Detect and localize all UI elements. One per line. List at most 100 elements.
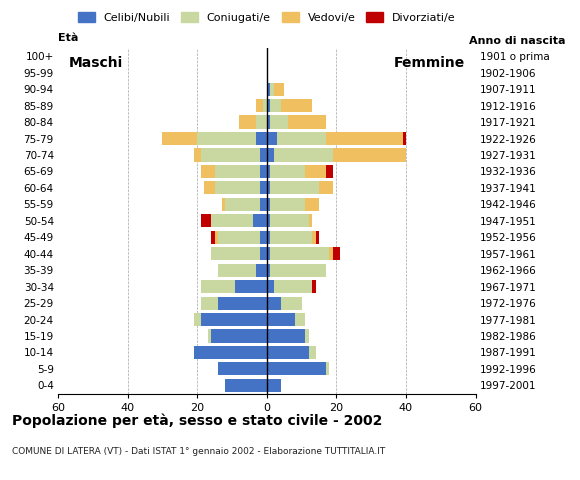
Bar [256, 116, 267, 129]
Bar [253, 214, 267, 228]
Bar [270, 264, 326, 277]
Bar [270, 198, 305, 211]
Bar [197, 132, 256, 145]
Bar [267, 362, 326, 375]
Bar [267, 247, 270, 260]
Text: COMUNE DI LATERA (VT) - Dati ISTAT 1° gennaio 2002 - Elaborazione TUTTITALIA.IT: COMUNE DI LATERA (VT) - Dati ISTAT 1° ge… [12, 446, 385, 456]
Bar [333, 148, 406, 162]
Bar [267, 132, 277, 145]
Bar [218, 231, 260, 244]
Bar [211, 231, 215, 244]
Bar [201, 313, 267, 326]
Bar [326, 132, 403, 145]
Bar [309, 346, 316, 359]
Bar [270, 165, 305, 178]
Bar [204, 181, 215, 194]
Bar [295, 313, 305, 326]
Bar [267, 214, 270, 228]
Bar [267, 313, 295, 326]
Bar [267, 83, 270, 96]
Bar [281, 99, 312, 112]
Bar [267, 231, 270, 244]
Bar [270, 231, 312, 244]
Bar [208, 329, 211, 343]
Bar [309, 214, 312, 228]
Bar [312, 231, 316, 244]
Bar [267, 99, 270, 112]
Bar [215, 231, 218, 244]
Bar [201, 297, 218, 310]
Bar [239, 116, 256, 129]
Bar [326, 165, 333, 178]
Bar [235, 280, 267, 293]
Bar [274, 148, 333, 162]
Text: Anno di nascita: Anno di nascita [469, 36, 566, 46]
Bar [305, 198, 319, 211]
Bar [215, 165, 260, 178]
Bar [260, 198, 267, 211]
Bar [201, 148, 260, 162]
Bar [162, 132, 197, 145]
Bar [263, 99, 267, 112]
Bar [194, 148, 201, 162]
Bar [218, 297, 267, 310]
Bar [267, 165, 270, 178]
Bar [270, 181, 319, 194]
Bar [403, 132, 406, 145]
Bar [305, 165, 326, 178]
Bar [329, 247, 333, 260]
Bar [267, 116, 270, 129]
Bar [194, 346, 267, 359]
Bar [274, 83, 284, 96]
Bar [267, 379, 281, 392]
Bar [333, 247, 340, 260]
Bar [201, 214, 211, 228]
Bar [260, 165, 267, 178]
Bar [211, 329, 267, 343]
Bar [267, 198, 270, 211]
Bar [319, 181, 333, 194]
Bar [288, 116, 326, 129]
Bar [260, 231, 267, 244]
Bar [270, 116, 288, 129]
Bar [267, 148, 274, 162]
Bar [270, 99, 281, 112]
Bar [194, 313, 201, 326]
Bar [281, 297, 302, 310]
Bar [260, 181, 267, 194]
Bar [215, 181, 260, 194]
Bar [267, 264, 270, 277]
Bar [267, 329, 305, 343]
Bar [218, 362, 267, 375]
Bar [256, 99, 263, 112]
Bar [267, 346, 309, 359]
Bar [225, 198, 260, 211]
Bar [256, 264, 267, 277]
Bar [270, 83, 274, 96]
Bar [260, 148, 267, 162]
Text: Età: Età [58, 33, 78, 43]
Bar [267, 280, 274, 293]
Bar [256, 132, 267, 145]
Bar [201, 165, 215, 178]
Bar [277, 132, 326, 145]
Bar [267, 181, 270, 194]
Text: Maschi: Maschi [68, 56, 123, 70]
Bar [201, 280, 235, 293]
Bar [267, 297, 281, 310]
Bar [225, 379, 267, 392]
Bar [316, 231, 319, 244]
Bar [305, 329, 309, 343]
Text: Popolazione per età, sesso e stato civile - 2002: Popolazione per età, sesso e stato civil… [12, 413, 382, 428]
Legend: Celibi/Nubili, Coniugati/e, Vedovi/e, Divorziati/e: Celibi/Nubili, Coniugati/e, Vedovi/e, Di… [74, 8, 460, 28]
Bar [270, 247, 329, 260]
Bar [211, 247, 260, 260]
Bar [312, 280, 316, 293]
Bar [260, 247, 267, 260]
Bar [270, 214, 309, 228]
Bar [218, 264, 256, 277]
Text: Femmine: Femmine [394, 56, 465, 70]
Bar [222, 198, 225, 211]
Bar [326, 362, 329, 375]
Bar [274, 280, 312, 293]
